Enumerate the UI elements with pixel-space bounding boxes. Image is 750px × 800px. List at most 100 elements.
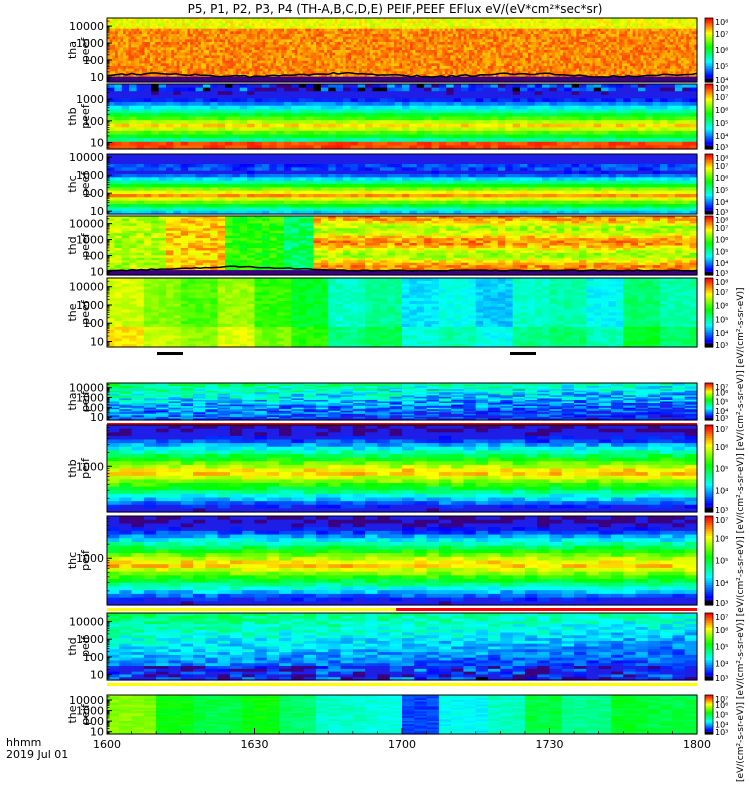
colorbar-tick-label: 10⁶ bbox=[715, 236, 728, 245]
y-tick-label: 10 bbox=[90, 265, 104, 278]
colorbar-tick-label: 10⁶ bbox=[715, 106, 728, 115]
colorbar-tick-label: 10⁴ bbox=[715, 259, 728, 268]
colorbar-tick-label: 10⁷ bbox=[715, 613, 728, 622]
colorbar-tick-label: 10⁵ bbox=[715, 62, 728, 71]
colorbar-tick-label: 10⁵ bbox=[715, 186, 728, 195]
colorbar-tick-label: 10⁶ bbox=[715, 174, 728, 183]
y-axis-quantity-label: peif bbox=[79, 390, 92, 412]
y-tick-label: 10 bbox=[90, 136, 104, 149]
y-tick-label: 10000 bbox=[69, 281, 104, 294]
y-axis-quantity-label: peef bbox=[79, 103, 92, 129]
colorbar-tick-label: 10⁴ bbox=[715, 659, 728, 668]
y-axis-probe-label: thc bbox=[66, 175, 79, 192]
colorbar-tick-label: 10⁵ bbox=[715, 247, 728, 256]
heatmap-cells bbox=[107, 425, 698, 513]
colorbar-tick-label: 10⁸ bbox=[715, 18, 728, 27]
colorbar-tick-label: 10⁴ bbox=[715, 407, 728, 416]
colorbar-tick-label: 10⁷ bbox=[715, 288, 728, 297]
heatmap-cells bbox=[107, 216, 698, 276]
y-tick-label: 10 bbox=[90, 205, 104, 218]
colorbar-tick-label: 10⁸ bbox=[715, 278, 728, 287]
colorbar-tick-label: 10⁷ bbox=[715, 30, 728, 39]
colorbar-tick-label: 10⁵ bbox=[715, 711, 728, 720]
colorbar-tick-label: 10⁷ bbox=[715, 695, 728, 704]
y-axis-quantity-label: peif bbox=[79, 549, 92, 571]
colorbar-tick-label: 10³ bbox=[715, 269, 728, 278]
colorbar-tick-label: 10³ bbox=[715, 506, 728, 515]
x-tick-label: 1800 bbox=[683, 738, 711, 751]
y-tick-label: 10 bbox=[90, 336, 104, 349]
x-tick-label: 1630 bbox=[241, 738, 269, 751]
colorbar-tick-label: 10⁵ bbox=[715, 315, 728, 324]
colorbar-tick-label: 10⁴ bbox=[715, 579, 728, 588]
colorbar-tick-label: 10⁵ bbox=[715, 557, 728, 566]
data-gap-marker bbox=[157, 352, 183, 355]
data-gap-marker bbox=[510, 352, 536, 355]
y-tick-label: 10 bbox=[90, 71, 104, 84]
y-tick-label: 10 bbox=[90, 669, 104, 682]
heatmap-cells bbox=[107, 154, 698, 215]
colorbar-tick-label: 10⁷ bbox=[715, 224, 728, 233]
y-axis-probe-label: thc bbox=[66, 552, 79, 569]
colorbar-tick-label: 10⁴ bbox=[715, 198, 728, 207]
colorbar-tick-label: 10⁶ bbox=[715, 46, 728, 55]
y-axis-quantity-label: peif bbox=[79, 457, 92, 479]
colorbar-tick-label: 10⁶ bbox=[715, 534, 728, 543]
x-tick-label: 1730 bbox=[536, 738, 564, 751]
heatmap-cells bbox=[107, 84, 698, 150]
colorbar-tick-label: 10⁶ bbox=[715, 443, 728, 452]
status-bar bbox=[107, 683, 697, 686]
y-axis-quantity-label: peef bbox=[79, 299, 92, 325]
figure-title: P5, P1, P2, P3, P4 (TH-A,B,C,D,E) PEIF,P… bbox=[188, 2, 603, 16]
heatmap-cells bbox=[107, 516, 698, 606]
y-axis-probe-label: tha bbox=[66, 392, 79, 410]
date-label: 2019 Jul 01 bbox=[6, 748, 68, 761]
colorbar-tick-label: 10⁸ bbox=[715, 216, 728, 225]
y-axis-probe-label: thd bbox=[66, 637, 79, 655]
y-tick-label: 1000 bbox=[76, 93, 104, 106]
y-axis-probe-label: the bbox=[66, 303, 79, 321]
colorbar-tick-label: 10⁸ bbox=[715, 84, 728, 93]
heatmap-cells bbox=[107, 18, 698, 83]
colorbar-unit-label: [eV/(cm²-s-sr-eV)] [eV/(cm²-s-sr-eV)] [e… bbox=[736, 287, 746, 782]
y-tick-label: 10000 bbox=[69, 20, 104, 33]
status-bar bbox=[396, 608, 697, 611]
x-tick-label: 1600 bbox=[93, 738, 121, 751]
y-tick-label: 10000 bbox=[69, 615, 104, 628]
colorbar-tick-label: 10³ bbox=[715, 674, 728, 683]
colorbar-tick-label: 10³ bbox=[715, 143, 728, 152]
heatmap-cells bbox=[107, 383, 698, 421]
colorbar-tick-label: 10⁵ bbox=[715, 398, 728, 407]
colorbar-tick-label: 10⁶ bbox=[715, 626, 728, 635]
y-axis-quantity-label: peif bbox=[79, 635, 92, 657]
colorbar-tick-label: 10⁴ bbox=[715, 132, 728, 141]
y-axis-probe-label: thb bbox=[66, 459, 79, 477]
colorbar-tick-label: 10⁴ bbox=[715, 329, 728, 338]
colorbar-tick-label: 10⁵ bbox=[715, 465, 728, 474]
y-axis-probe-label: the bbox=[66, 705, 79, 723]
colorbar-tick-label: 10³ bbox=[715, 599, 728, 608]
heatmap-cells bbox=[107, 278, 698, 348]
colorbar-tick-label: 10³ bbox=[715, 341, 728, 350]
colorbar-tick-label: 10⁶ bbox=[715, 302, 728, 311]
heatmap-cells bbox=[107, 613, 698, 681]
y-tick-label: 10000 bbox=[69, 151, 104, 164]
colorbar-tick-label: 10³ bbox=[715, 728, 728, 737]
